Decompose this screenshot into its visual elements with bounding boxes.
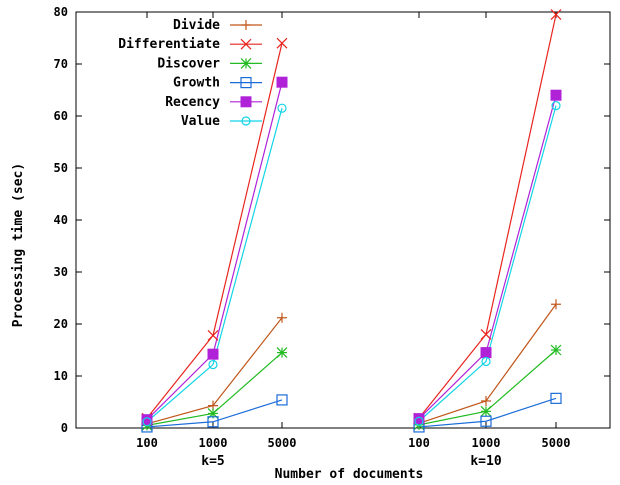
data-point-recency xyxy=(276,76,288,88)
data-point-differentiate xyxy=(480,328,492,340)
plot-frame xyxy=(75,11,611,429)
group-label: k=5 xyxy=(201,454,224,469)
legend-marker-growth xyxy=(240,76,252,89)
y-tick-label: 30 xyxy=(54,265,68,279)
group-label: k=10 xyxy=(470,454,501,469)
data-point-value xyxy=(277,103,287,113)
y-tick-label: 50 xyxy=(54,161,68,175)
legend-label-divide: Divide xyxy=(173,18,220,33)
y-tick-label: 80 xyxy=(54,5,68,19)
data-point-recency xyxy=(207,348,219,360)
data-point-value xyxy=(551,100,561,111)
series-line-recency xyxy=(418,95,557,420)
series-line-recency xyxy=(146,82,283,421)
series-line-value xyxy=(418,105,557,422)
data-point-discover xyxy=(550,344,562,356)
series-line-growth xyxy=(418,397,557,428)
legend-marker-recency xyxy=(240,96,252,108)
data-point-recency xyxy=(413,413,425,425)
legend-label-recency: Recency xyxy=(165,95,220,110)
data-point-growth xyxy=(480,415,492,427)
legend-marker-discover xyxy=(240,57,252,69)
data-point-recency xyxy=(480,347,492,359)
y-axis-label: Processing time (sec) xyxy=(11,163,26,327)
legend-marker-divide xyxy=(241,20,251,30)
legend-marker-differentiate xyxy=(240,38,252,50)
legend-label-growth: Growth xyxy=(173,76,220,91)
data-point-differentiate xyxy=(276,37,288,49)
series-markers xyxy=(141,9,562,433)
data-point-recency xyxy=(550,89,562,101)
legend-label-value: Value xyxy=(181,114,220,129)
plot-border xyxy=(75,11,611,429)
x-tick-label: 1000 xyxy=(199,436,228,450)
data-point-growth xyxy=(207,416,219,428)
data-point-differentiate xyxy=(207,330,219,341)
y-axis: 0 10 20 30 40 50 60 70 80 xyxy=(54,5,610,435)
y-tick-label: 10 xyxy=(54,369,68,383)
x-tick-label: 100 xyxy=(136,436,158,450)
x-tick-label: 5000 xyxy=(268,436,297,450)
x-tick-label: 5000 xyxy=(542,436,571,450)
y-tick-label: 20 xyxy=(54,317,68,331)
legend-marker-value xyxy=(241,116,251,126)
y-tick-label: 70 xyxy=(54,57,68,71)
data-point-growth xyxy=(550,392,562,404)
data-point-growth xyxy=(276,394,288,406)
data-point-recency xyxy=(141,414,153,426)
data-point-discover xyxy=(276,347,288,359)
data-point-differentiate xyxy=(550,9,562,21)
series-line-growth xyxy=(146,399,283,428)
data-point-value xyxy=(142,417,152,427)
y-tick-label: 0 xyxy=(61,421,68,435)
y-tick-label: 60 xyxy=(54,109,68,123)
data-point-discover xyxy=(480,405,492,417)
data-point-divide xyxy=(551,299,561,310)
data-point-value xyxy=(481,356,491,367)
series-line-value xyxy=(146,108,283,423)
x-tick-label: 1000 xyxy=(472,436,501,450)
data-point-value xyxy=(414,416,424,426)
x-axis: 100 1000 5000 k=5 100 1000 5000 k=10 xyxy=(136,12,570,469)
y-tick-label: 40 xyxy=(54,213,68,227)
data-point-divide xyxy=(277,312,287,323)
x-tick-label: 100 xyxy=(408,436,430,450)
legend: Divide Differentiate Discover Growth Recency… xyxy=(118,18,262,129)
x-axis-label: Number of documents xyxy=(275,467,424,482)
data-point-value xyxy=(208,359,218,370)
legend-label-discover: Discover xyxy=(157,56,220,71)
legend-label-differentiate: Differentiate xyxy=(118,37,220,52)
data-point-divide xyxy=(481,395,491,406)
